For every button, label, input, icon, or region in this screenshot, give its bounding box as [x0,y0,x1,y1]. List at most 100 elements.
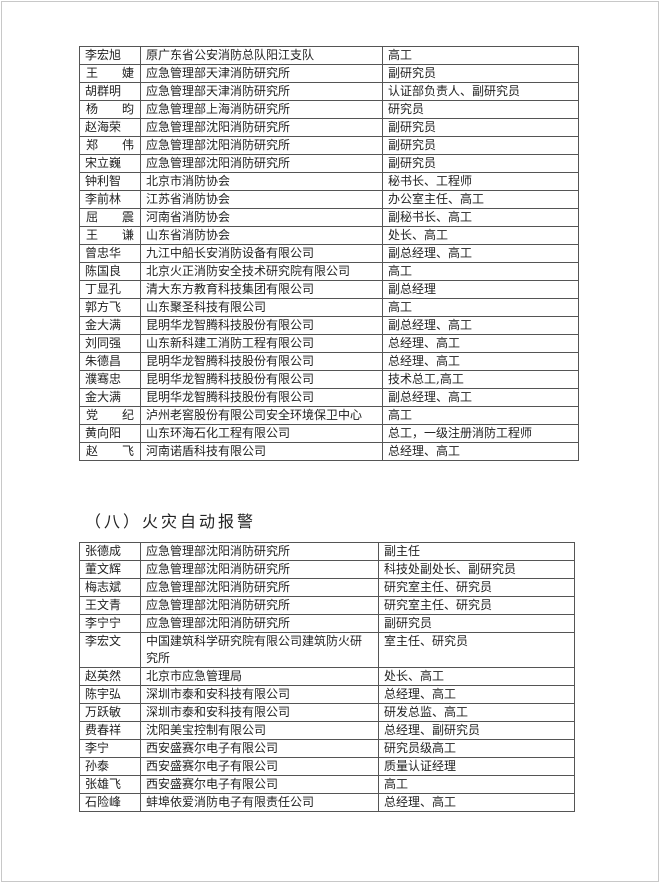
cell-name: 赵海荣 [79,118,141,137]
cell-title: 副研究员 [382,118,579,137]
table-row: 费春祥 沈阳美宝控制有限公司 总经理、副研究员 [79,721,575,740]
cell-organization: 应急管理部沈阳消防研究所 [140,578,379,597]
cell-organization: 江苏省消防协会 [140,190,383,209]
cell-title: 处长、高工 [378,667,575,686]
cell-name: 梅志斌 [79,578,141,597]
cell-organization: 山东聚圣科技有限公司 [140,298,383,317]
cell-name: 张雄飞 [79,775,141,794]
table-row: 梅志斌 应急管理部沈阳消防研究所 研究室主任、研究员 [79,578,575,597]
cell-name: 李宏旭 [79,46,141,65]
cell-name: 胡群明 [79,82,141,101]
cell-name: 朱德昌 [79,352,141,371]
table-row: 曾忠华 九江中船长安消防设备有限公司 副总经理、高工 [79,244,579,263]
cell-organization: 应急管理部沈阳消防研究所 [140,118,383,137]
cell-title: 总经理、高工 [382,442,579,461]
cell-name: 钟利智 [79,172,141,191]
table-row: 郭方飞 山东聚圣科技有限公司 高工 [79,298,579,317]
cell-name: 郭方飞 [79,298,141,317]
cell-title: 研究员 [382,100,579,119]
cell-title: 研究室主任、研究员 [378,596,575,615]
table-row: 李宁 西安盛赛尔电子有限公司 研究员级高工 [79,739,575,758]
cell-organization: 泸州老窖股份有限公司安全环境保卫中心 [140,406,383,425]
table-row: 张雄飞 西安盛赛尔电子有限公司 高工 [79,775,575,794]
cell-name: 孙泰 [79,757,141,776]
cell-name: 赵英然 [79,667,141,686]
table-row: 濮骞忠 昆明华龙智腾科技股份有限公司 技术总工,高工 [79,370,579,389]
cell-organization: 河南省消防协会 [140,208,383,227]
cell-organization: 应急管理部天津消防研究所 [140,82,383,101]
cell-name: 王 婕 [79,64,141,83]
table-row: 杨 昀应急管理部上海消防研究所 研究员 [79,100,579,119]
cell-title: 认证部负责人、副研究员 [382,82,579,101]
cell-organization: 北京市应急管理局 [140,667,379,686]
expert-table-1: 李宏旭 原广东省公安消防总队阳江支队 高工王 婕应急管理部天津消防研究所 副研究员 胡群… [79,46,579,461]
cell-title: 副研究员 [382,136,579,155]
table-row: 金大满 昆明华龙智腾科技股份有限公司 副总经理、高工 [79,388,579,407]
cell-name: 李宏文 [79,632,141,668]
cell-title: 技术总工,高工 [382,370,579,389]
cell-organization: 西安盛赛尔电子有限公司 [140,775,379,794]
table-row: 李宏旭 原广东省公安消防总队阳江支队 高工 [79,46,579,65]
cell-organization: 河南诺盾科技有限公司 [140,442,383,461]
cell-name: 曾忠华 [79,244,141,263]
cell-title: 副秘书长、高工 [382,208,579,227]
cell-title: 室主任、研究员 [378,632,575,668]
cell-organization: 应急管理部沈阳消防研究所 [140,154,383,173]
cell-organization: 山东省消防协会 [140,226,383,245]
cell-organization: 山东新科建工消防工程有限公司 [140,334,383,353]
cell-name: 费春祥 [79,721,141,740]
cell-title: 总经理、高工 [378,685,575,704]
table-row: 赵海荣 应急管理部沈阳消防研究所 副研究员 [79,118,579,137]
table-row: 万跃敏 深圳市泰和安科技有限公司 研发总监、高工 [79,703,575,722]
cell-name: 张德成 [79,542,141,561]
cell-title: 质量认证经理 [378,757,575,776]
cell-organization: 应急管理部沈阳消防研究所 [140,560,379,579]
cell-organization: 北京火正消防安全技术研究院有限公司 [140,262,383,281]
table-row: 宋立巍 应急管理部沈阳消防研究所 副研究员 [79,154,579,173]
table-row: 刘同强 山东新科建工消防工程有限公司 总经理、高工 [79,334,579,353]
table-row: 王 婕应急管理部天津消防研究所 副研究员 [79,64,579,83]
cell-organization: 昆明华龙智腾科技股份有限公司 [140,316,383,335]
cell-organization: 深圳市泰和安科技有限公司 [140,703,379,722]
cell-organization: 清大东方教育科技集团有限公司 [140,280,383,299]
table-row: 郑 伟应急管理部沈阳消防研究所 副研究员 [79,136,579,155]
cell-name: 宋立巍 [79,154,141,173]
cell-organization: 深圳市泰和安科技有限公司 [140,685,379,704]
expert-table-2: 张德成 应急管理部沈阳消防研究所 副主任 董文辉 应急管理部沈阳消防研究所 科技处副处长、… [79,542,575,812]
cell-organization: 昆明华龙智腾科技股份有限公司 [140,352,383,371]
cell-title: 总经理、高工 [378,793,575,812]
cell-organization: 应急管理部沈阳消防研究所 [140,136,383,155]
cell-title: 高工 [382,298,579,317]
section-heading: （八）火灾自动报警 [85,512,257,531]
cell-name: 郑 伟 [79,136,141,155]
cell-title: 总工，一级注册消防工程师 [382,424,579,443]
cell-organization: 应急管理部上海消防研究所 [140,100,383,119]
cell-organization: 昆明华龙智腾科技股份有限公司 [140,370,383,389]
table-row: 朱德昌 昆明华龙智腾科技股份有限公司 总经理、高工 [79,352,579,371]
cell-name: 石险峰 [79,793,141,812]
table-row: 丁显孔 清大东方教育科技集团有限公司 副总经理 [79,280,579,299]
cell-organization: 北京市消防协会 [140,172,383,191]
cell-title: 高工 [378,775,575,794]
cell-organization: 应急管理部沈阳消防研究所 [140,542,379,561]
cell-title: 秘书长、工程师 [382,172,579,191]
table-row: 董文辉 应急管理部沈阳消防研究所 科技处副处长、副研究员 [79,560,575,579]
table-row: 金大满 昆明华龙智腾科技股份有限公司 副总经理、高工 [79,316,579,335]
cell-organization: 昆明华龙智腾科技股份有限公司 [140,388,383,407]
table-row: 张德成 应急管理部沈阳消防研究所 副主任 [79,542,575,561]
cell-organization: 九江中船长安消防设备有限公司 [140,244,383,263]
table-row: 陈宇弘 深圳市泰和安科技有限公司 总经理、高工 [79,685,575,704]
table-row: 赵 飞河南诺盾科技有限公司 总经理、高工 [79,442,579,461]
table-row: 王 谦山东省消防协会 处长、高工 [79,226,579,245]
table-row: 石险峰 蚌埠依爱消防电子有限责任公司 总经理、高工 [79,793,575,812]
cell-name: 李前林 [79,190,141,209]
table-row: 陈国良 北京火正消防安全技术研究院有限公司 高工 [79,262,579,281]
table-row: 王文青 应急管理部沈阳消防研究所 研究室主任、研究员 [79,596,575,615]
table-row: 屈 震河南省消防协会 副秘书长、高工 [79,208,579,227]
cell-title: 处长、高工 [382,226,579,245]
cell-title: 副研究员 [378,614,575,633]
cell-name: 金大满 [79,388,141,407]
table-row: 党 纪泸州老窖股份有限公司安全环境保卫中心 高工 [79,406,579,425]
cell-name: 李宁宁 [79,614,141,633]
cell-organization: 应急管理部沈阳消防研究所 [140,614,379,633]
